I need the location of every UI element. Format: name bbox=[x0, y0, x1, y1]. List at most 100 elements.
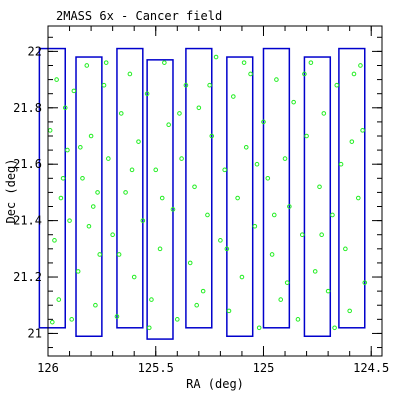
source-point bbox=[174, 317, 180, 322]
source-point bbox=[207, 82, 212, 88]
x-axis-ticks: 126 125.5 125 124.5 bbox=[37, 26, 389, 375]
source-point bbox=[146, 325, 152, 331]
source-point bbox=[265, 176, 271, 181]
source-point bbox=[170, 207, 176, 212]
source-point bbox=[284, 280, 290, 285]
source-point bbox=[116, 252, 122, 257]
source-point bbox=[349, 139, 355, 144]
source-point bbox=[52, 238, 57, 243]
source-point bbox=[75, 269, 81, 274]
x-tick-label: 124.5 bbox=[353, 361, 389, 375]
source-point bbox=[90, 204, 96, 209]
source-point bbox=[78, 144, 83, 150]
source-point bbox=[131, 274, 137, 280]
source-point bbox=[93, 302, 98, 308]
source-point bbox=[332, 325, 337, 331]
source-point bbox=[248, 71, 253, 77]
source-point bbox=[205, 212, 210, 218]
source-point bbox=[317, 184, 322, 190]
source-point bbox=[209, 133, 215, 139]
source-point bbox=[56, 297, 62, 302]
source-point bbox=[304, 133, 309, 139]
scan-rectangle-2 bbox=[75, 56, 103, 338]
source-point bbox=[224, 246, 230, 252]
source-point bbox=[261, 119, 266, 125]
scan-rectangle-8 bbox=[303, 56, 332, 338]
source-point bbox=[127, 71, 133, 77]
source-point bbox=[194, 302, 199, 308]
source-point bbox=[60, 176, 66, 181]
source-point bbox=[362, 280, 368, 285]
source-point bbox=[106, 156, 111, 161]
source-point bbox=[47, 128, 53, 133]
source-point bbox=[256, 325, 262, 331]
source-point bbox=[88, 133, 94, 139]
source-point bbox=[274, 77, 279, 82]
scan-rectangle-6 bbox=[226, 56, 254, 338]
source-point bbox=[343, 246, 348, 252]
source-point bbox=[308, 60, 314, 65]
scan-rectangle-3 bbox=[116, 47, 144, 329]
source-point bbox=[325, 288, 331, 294]
source-point bbox=[159, 195, 165, 201]
source-point bbox=[360, 128, 365, 133]
source-point bbox=[278, 297, 284, 302]
x-tick-label: 125.5 bbox=[138, 361, 174, 375]
source-point bbox=[291, 99, 296, 105]
source-point bbox=[177, 111, 182, 116]
source-point bbox=[123, 190, 128, 195]
source-point bbox=[144, 91, 150, 96]
source-point bbox=[54, 77, 59, 82]
source-point bbox=[149, 297, 154, 302]
scan-rectangle-9 bbox=[338, 47, 366, 329]
source-point bbox=[192, 184, 197, 190]
source-point bbox=[65, 147, 70, 153]
points-layer bbox=[47, 54, 368, 331]
source-point bbox=[110, 232, 115, 238]
source-point bbox=[299, 232, 305, 238]
source-point bbox=[183, 82, 189, 88]
y-axis-label: Dec (deg) bbox=[4, 158, 18, 223]
source-point bbox=[271, 212, 277, 218]
source-point bbox=[351, 71, 357, 77]
source-point bbox=[282, 156, 288, 161]
source-point bbox=[140, 218, 146, 223]
source-point bbox=[338, 161, 344, 167]
source-point bbox=[136, 139, 141, 144]
source-point bbox=[84, 63, 90, 68]
x-axis-label: RA (deg) bbox=[186, 377, 244, 391]
y-axis-ticks: 21 21.2 21.4 21.6 21.8 22 bbox=[13, 36, 382, 349]
source-point bbox=[50, 319, 55, 325]
source-point bbox=[218, 238, 223, 243]
x-tick-label: 125 bbox=[253, 361, 275, 375]
source-point bbox=[86, 223, 92, 229]
scan-rectangle-7 bbox=[262, 47, 291, 329]
source-point bbox=[302, 71, 307, 77]
y-tick-label: 21.4 bbox=[13, 214, 42, 228]
source-point bbox=[196, 105, 202, 111]
source-point bbox=[355, 195, 361, 201]
source-point bbox=[334, 82, 340, 88]
source-point bbox=[129, 167, 135, 173]
source-point bbox=[67, 218, 72, 223]
source-point bbox=[179, 156, 184, 161]
x-tick-label: 126 bbox=[37, 361, 59, 375]
source-point bbox=[200, 288, 206, 294]
source-point bbox=[295, 317, 301, 322]
y-tick-label: 21.8 bbox=[13, 101, 42, 115]
source-point bbox=[71, 88, 77, 94]
source-point bbox=[231, 94, 236, 99]
source-point bbox=[254, 161, 260, 167]
source-point bbox=[358, 63, 363, 68]
source-point bbox=[69, 317, 75, 322]
source-point bbox=[103, 60, 109, 65]
y-tick-label: 21 bbox=[28, 326, 42, 340]
source-point bbox=[80, 176, 85, 181]
source-point bbox=[222, 167, 227, 173]
source-point bbox=[97, 252, 103, 257]
y-tick-label: 21.6 bbox=[13, 157, 42, 171]
source-point bbox=[114, 314, 120, 319]
source-point bbox=[187, 260, 193, 266]
